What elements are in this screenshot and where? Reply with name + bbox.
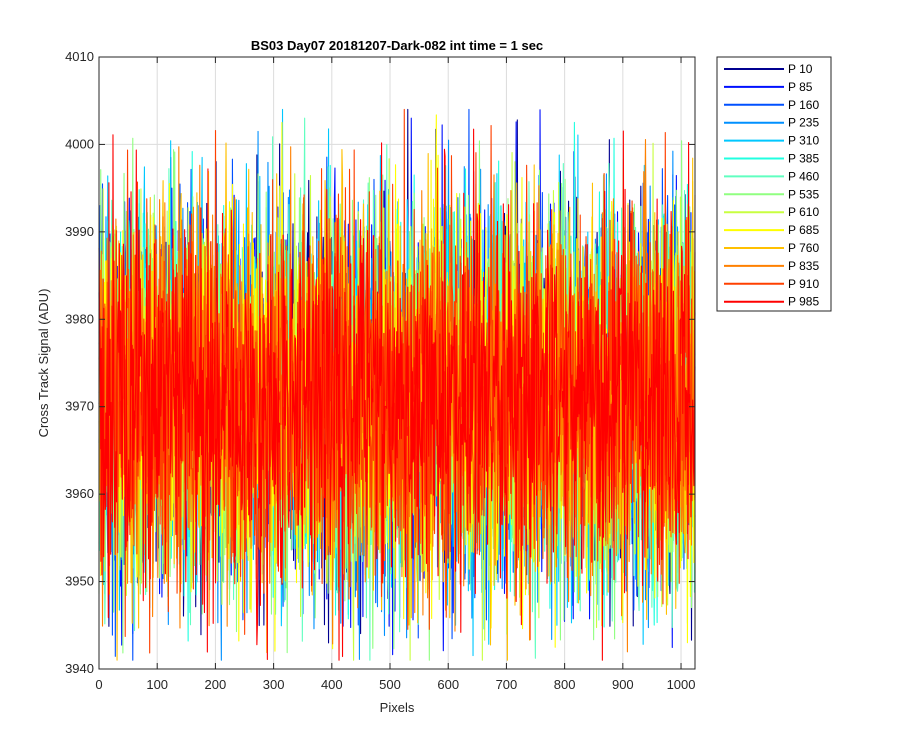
series-lines <box>98 108 696 661</box>
y-tick-label: 3970 <box>65 399 94 414</box>
x-tick-label: 300 <box>263 677 285 692</box>
legend-label: P 535 <box>788 187 819 201</box>
y-axis-label: Cross Track Signal (ADU) <box>36 289 51 438</box>
y-tick-label: 3960 <box>65 486 94 501</box>
x-tick-label: 200 <box>205 677 227 692</box>
x-tick-label: 400 <box>321 677 343 692</box>
legend-label: P 385 <box>788 152 819 166</box>
y-tick-label: 3980 <box>65 311 94 326</box>
x-tick-label: 800 <box>554 677 576 692</box>
legend-label: P 910 <box>788 277 819 291</box>
x-tick-label: 1000 <box>667 677 696 692</box>
axis-ticks: 0 100 200 300 400 500 600 700 800 900 1000 3940 3950… <box>65 49 695 692</box>
y-tick-label: 4000 <box>65 136 94 151</box>
legend-label: P 610 <box>788 205 819 219</box>
legend-label: P 760 <box>788 241 819 255</box>
x-tick-label: 100 <box>146 677 168 692</box>
legend-label: P 310 <box>788 134 819 148</box>
y-tick-label: 4010 <box>65 49 94 64</box>
x-axis-label: Pixels <box>380 700 415 715</box>
legend-label: P 685 <box>788 223 819 237</box>
legend-label: P 460 <box>788 169 819 183</box>
series-line <box>98 128 696 661</box>
x-tick-label: 700 <box>496 677 518 692</box>
x-tick-label: 500 <box>379 677 401 692</box>
plot-frame <box>98 56 696 670</box>
x-tick-label: 0 <box>95 677 102 692</box>
legend-label: P 235 <box>788 116 819 130</box>
y-tick-label: 3940 <box>65 661 94 676</box>
legend: P 10 P 85 P 160 P 235 P 310 P 385 P 460 P 535 P … <box>716 56 832 312</box>
legend-label: P 10 <box>788 62 813 76</box>
legend-box <box>716 56 832 312</box>
legend-label: P 835 <box>788 259 819 273</box>
y-tick-label: 3990 <box>65 224 94 239</box>
chart-title: BS03 Day07 20181207-Dark-082 int time = … <box>251 38 543 53</box>
x-tick-label: 600 <box>437 677 459 692</box>
x-tick-label: 900 <box>612 677 634 692</box>
legend-label: P 160 <box>788 98 819 112</box>
legend-label: P 985 <box>788 295 819 309</box>
legend-label: P 85 <box>788 80 813 94</box>
y-tick-label: 3950 <box>65 574 94 589</box>
